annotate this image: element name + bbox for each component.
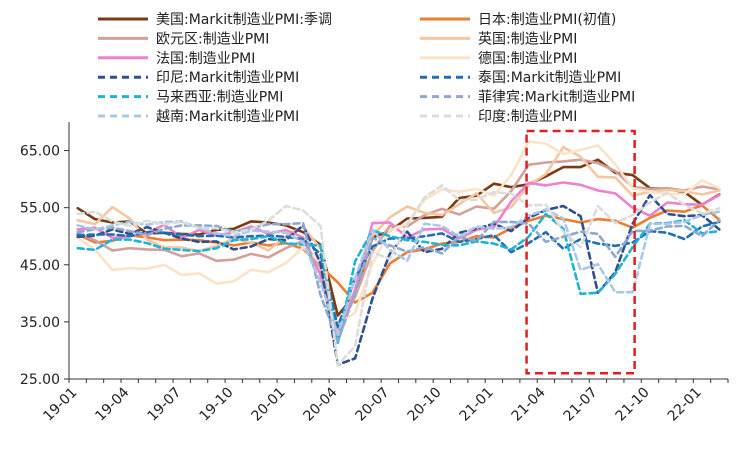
x-tick-label: 22-01 — [665, 385, 705, 425]
legend-label-1: 美国:Markit制造业PMI:季调 — [156, 12, 332, 28]
x-tick-label: 19-01 — [40, 385, 80, 425]
legend-label-11: 越南:Markit制造业PMI — [156, 109, 299, 125]
series-line-9 — [76, 212, 721, 345]
x-tick-label: 19-04 — [92, 384, 132, 424]
legend-label-7: 印尼:Markit制造业PMI — [156, 70, 299, 86]
axes: 25.00 35.00 45.00 55.00 65.00 19-01 19-04 19-07… — [20, 122, 729, 425]
series-line-6 — [76, 140, 721, 327]
x-tick-label: 20-10 — [405, 385, 445, 425]
series-line-12 — [76, 184, 721, 367]
y-tick-label: 35.00 — [20, 315, 60, 331]
highlight-box — [525, 129, 636, 375]
legend-label-2: 日本:制造业PMI(初值) — [478, 11, 616, 28]
x-tick-label: 19-10 — [196, 385, 236, 425]
legend-label-5: 法国:制造业PMI — [156, 51, 255, 67]
x-tick-label: 20-04 — [301, 384, 341, 424]
legend-label-9: 马来西亚:制造业PMI — [156, 90, 283, 106]
y-tick-label: 45.00 — [20, 258, 60, 274]
legend: 美国:Markit制造业PMI:季调 日本:制造业PMI(初值) 欧元区:制造业PM… — [98, 11, 635, 125]
series-line-5 — [76, 181, 721, 344]
legend-label-4: 英国:制造业PMI — [478, 30, 577, 47]
legend-label-8: 泰国:Markit制造业PMI — [478, 70, 621, 86]
x-tick-label: 21-04 — [509, 384, 549, 424]
x-tick-label: 20-07 — [353, 385, 393, 425]
x-tick-label: 21-10 — [613, 385, 653, 425]
legend-label-3: 欧元区:制造业PMI — [156, 31, 269, 47]
y-tick-label: 25.00 — [20, 372, 60, 388]
series-line-4 — [76, 145, 721, 337]
x-tick-label: 20-01 — [249, 385, 289, 425]
x-tick-label: 19-07 — [144, 385, 184, 425]
highlight-box-layer — [525, 129, 636, 375]
series-lines — [76, 140, 721, 367]
legend-label-12: 印度:制造业PMI — [478, 109, 577, 125]
legend-label-10: 菲律宾:Markit制造业PMI — [478, 90, 635, 106]
x-tick-label: 21-01 — [457, 385, 497, 425]
x-tick-label: 21-07 — [561, 385, 601, 425]
y-tick-label: 55.00 — [20, 201, 60, 217]
series-line-10 — [76, 218, 721, 343]
legend-label-6: 德国:制造业PMI — [478, 51, 577, 67]
y-tick-label: 65.00 — [20, 144, 60, 160]
